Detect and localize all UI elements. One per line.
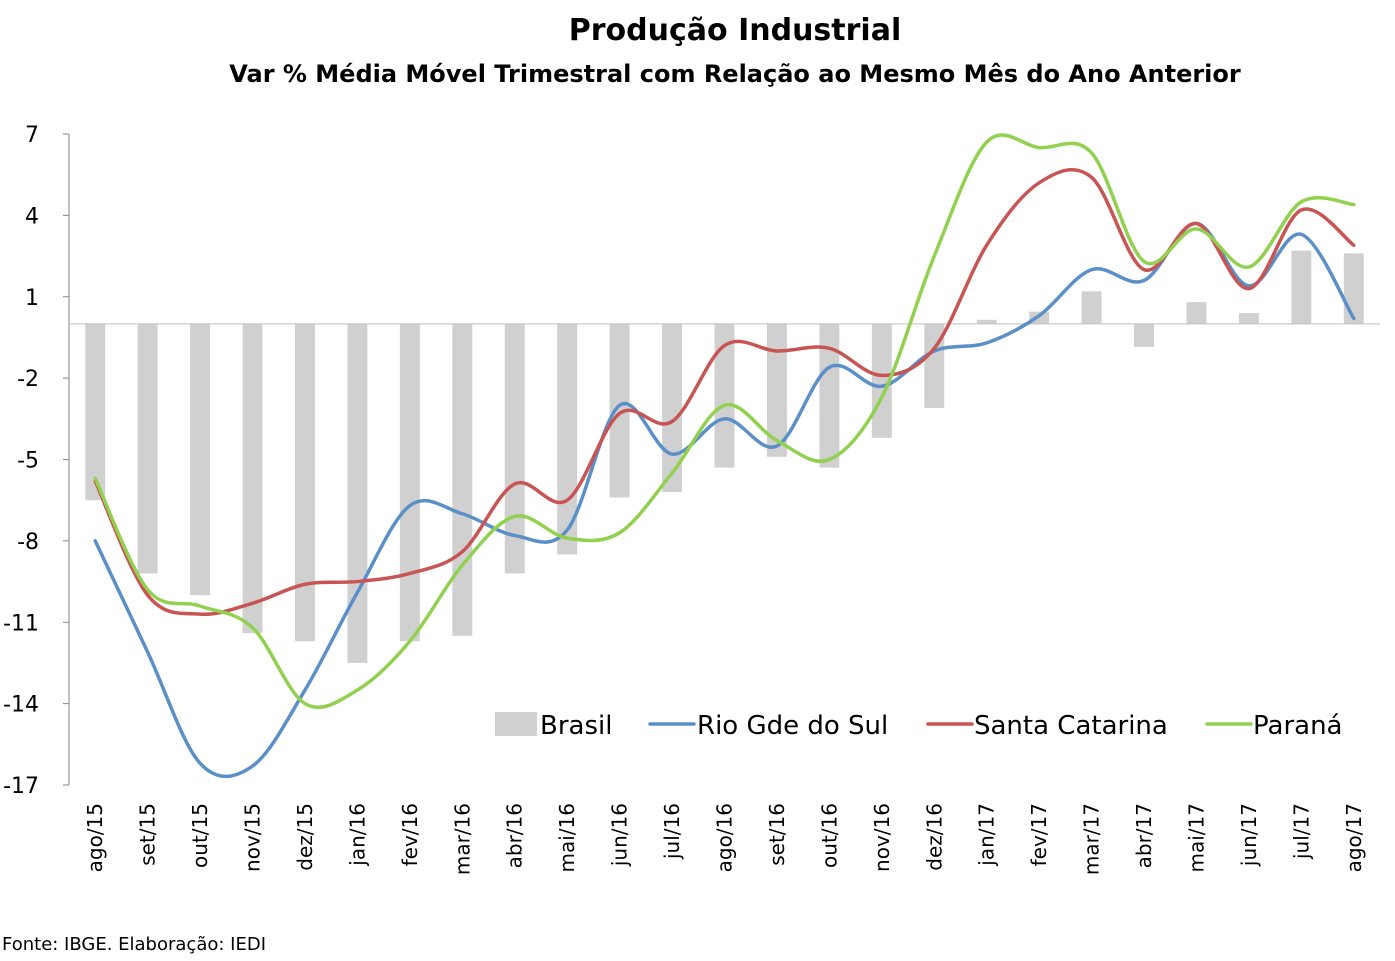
y-tick-label: 1 (25, 286, 39, 311)
x-tick-label: jun/16 (608, 803, 632, 867)
y-tick-label: -2 (17, 367, 39, 392)
bar-brasil-ago-16 (714, 323, 735, 468)
chart-title: Produção Industrial (569, 13, 901, 48)
bar-brasil-ago-17 (1343, 253, 1364, 324)
legend-label: Santa Catarina (974, 711, 1168, 741)
x-tick-label: set/16 (765, 803, 789, 866)
bar-brasil-mai-17 (1186, 302, 1207, 324)
x-tick-label: jun/17 (1237, 803, 1261, 867)
bar-brasil-jun-17 (1238, 313, 1259, 324)
x-tick-label: fev/16 (398, 803, 422, 866)
x-tick-label: mar/17 (1080, 803, 1104, 875)
x-tick-label: jan/16 (345, 803, 369, 867)
x-tick-label: fev/17 (1027, 803, 1051, 866)
bar-brasil-out-15 (190, 323, 211, 596)
chart-subtitle: Var % Média Móvel Trimestral com Relação… (229, 60, 1241, 88)
legend-label: Paraná (1253, 711, 1342, 741)
y-tick-label: -8 (17, 530, 39, 555)
y-tick-label: 7 (25, 123, 39, 148)
x-tick-label: ago/16 (713, 803, 737, 872)
bar-brasil-fev-16 (399, 323, 420, 642)
x-tick-label: dez/16 (922, 803, 946, 871)
y-tick-label: -14 (3, 693, 39, 718)
bar-brasil-jul-16 (662, 323, 683, 493)
legend-label: Rio Gde do Sul (697, 711, 888, 741)
x-tick-label: abr/16 (503, 803, 527, 868)
bar-brasil-dez-15 (295, 323, 315, 642)
x-tick-label: jul/17 (1289, 803, 1313, 860)
bar-brasil-abr-16 (504, 323, 525, 574)
x-tick-label: mai/16 (555, 803, 579, 872)
bar-brasil-abr-17 (1134, 323, 1154, 347)
y-tick-label: 4 (25, 204, 39, 229)
bar-brasil-set-15 (137, 323, 158, 574)
line-santa-catarina (93, 168, 1356, 616)
line-paraná (93, 133, 1356, 710)
bar-brasil-jan-17 (976, 319, 997, 324)
bar-brasil-jan-16 (347, 323, 368, 663)
x-tick-label: ago/15 (83, 803, 107, 872)
y-tick-label: -5 (17, 449, 39, 474)
x-tick-label: ago/17 (1342, 803, 1366, 872)
bar-brasil-nov-15 (242, 323, 263, 634)
bar-brasil-dez-16 (924, 323, 945, 408)
legend: Brasil Rio Gde do Sul Santa Catarina Paraná (495, 711, 1342, 741)
source-note: Fonte: IBGE. Elaboração: IEDI (2, 934, 266, 955)
bar-brasil-jun-16 (609, 323, 630, 498)
bar-brasil-set-16 (766, 323, 787, 457)
x-tick-label: dez/15 (293, 803, 317, 871)
bar-brasil-ago-15 (85, 323, 106, 501)
line-rio-gde-do-sul (93, 221, 1356, 779)
bar-brasil-mar-16 (452, 323, 473, 636)
bar-brasil-mar-17 (1081, 291, 1102, 324)
x-tick-label: jul/16 (660, 803, 684, 860)
x-tick-label: mai/17 (1184, 803, 1208, 872)
series-lines (93, 133, 1356, 779)
x-tick-label: jan/17 (975, 803, 999, 867)
x-tick-label: mar/16 (450, 803, 474, 875)
bars-brasil (85, 250, 1364, 663)
x-tick-label: set/15 (136, 803, 160, 866)
y-tick-label: -11 (3, 611, 39, 636)
x-tick-label: out/16 (817, 803, 841, 868)
legend-swatch (495, 712, 537, 736)
x-tick-label: nov/15 (241, 803, 265, 872)
x-tick-label: nov/16 (870, 803, 894, 872)
bar-brasil-out-16 (819, 323, 840, 468)
bar-brasil-jul-17 (1291, 250, 1312, 324)
legend-label: Brasil (540, 711, 612, 741)
y-axis: 7 4 1 -2 -5 -8 -11 -14 -17 (3, 123, 70, 799)
x-tick-label: out/15 (188, 803, 212, 868)
x-axis: ago/15 set/15 out/15 nov/15 dez/15 jan/16 fev/… (83, 803, 1366, 875)
y-tick-label: -17 (3, 774, 39, 799)
x-tick-label: abr/17 (1132, 803, 1156, 868)
